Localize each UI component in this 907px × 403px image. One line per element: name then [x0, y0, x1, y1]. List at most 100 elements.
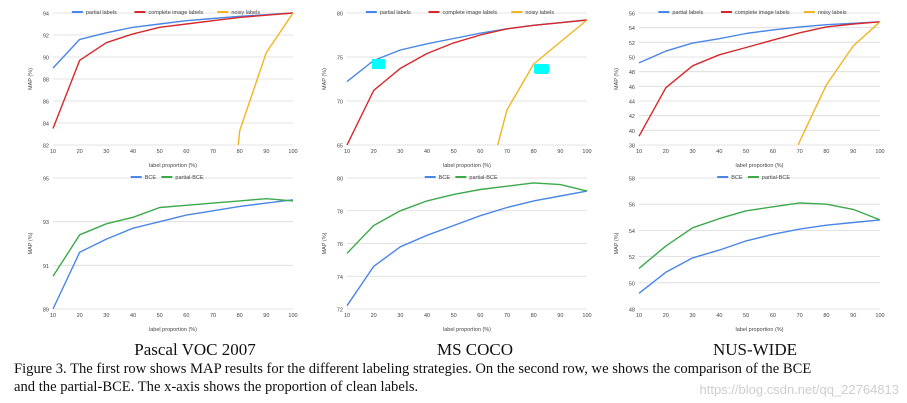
y-tick-label: 54: [629, 229, 635, 235]
x-tick-label: 30: [103, 313, 109, 319]
x-tick-label: 40: [424, 313, 430, 319]
series-line-partial-BCE: [346, 182, 588, 254]
x-tick-label: 20: [663, 313, 669, 319]
y-axis-label: MAP (%): [28, 68, 34, 90]
x-tick-label: 80: [237, 313, 243, 319]
series-line-partial-labels: [52, 12, 294, 69]
x-tick-label: 30: [397, 149, 403, 155]
x-tick-label: 60: [477, 149, 483, 155]
legend-label: BCE: [731, 175, 743, 181]
y-tick-label: 94: [43, 12, 49, 18]
x-axis-label: label proportion (%): [443, 327, 491, 333]
legend-label: noisy labels: [231, 10, 260, 16]
x-tick-label: 10: [50, 313, 56, 319]
x-tick-label: 70: [210, 149, 216, 155]
series-line-noisy-labels: [797, 21, 881, 146]
x-tick-label: 10: [344, 149, 350, 155]
x-tick-label: 40: [716, 313, 722, 319]
x-axis-label: label proportion (%): [149, 163, 197, 169]
x-tick-label: 40: [424, 149, 430, 155]
x-tick-label: 80: [531, 149, 537, 155]
chart-voc-bottom: 89 91 93 95 10 20 30 40 50 60 70 80 90 100 label propo…: [28, 175, 298, 333]
x-axis-label: label proportion (%): [736, 327, 784, 333]
x-tick-label: 30: [103, 149, 109, 155]
legend-label: complete image labels: [442, 10, 497, 16]
y-tick-label: 52: [629, 41, 635, 47]
y-axis-label: MAP (%): [28, 232, 34, 254]
y-tick-label: 95: [43, 177, 49, 183]
legend-label: partial-BCE: [762, 175, 790, 181]
x-tick-label: 90: [263, 149, 269, 155]
x-tick-label: 10: [50, 149, 56, 155]
x-tick-label: 10: [636, 149, 642, 155]
y-tick-label: 86: [43, 100, 49, 106]
x-tick-label: 70: [504, 313, 510, 319]
series-line-partial-BCE: [52, 197, 294, 277]
series-line-complete-image-labels: [638, 21, 881, 137]
x-tick-label: 50: [157, 313, 163, 319]
x-tick-label: 40: [716, 149, 722, 155]
x-tick-label: 70: [210, 313, 216, 319]
y-tick-label: 70: [337, 100, 343, 106]
x-tick-label: 80: [823, 313, 829, 319]
y-axis-label: MAP (%): [614, 68, 620, 90]
series-line-noisy-labels: [497, 19, 588, 146]
x-tick-label: 30: [689, 149, 695, 155]
y-tick-label: 42: [629, 114, 635, 120]
legend-label: partial labels: [86, 10, 117, 16]
legend-label: partial labels: [672, 10, 703, 16]
x-tick-label: 20: [77, 149, 83, 155]
y-tick-label: 48: [629, 70, 635, 76]
y-tick-label: 48: [629, 308, 635, 314]
caption-line-1: Figure 3. The first row shows MAP result…: [14, 361, 812, 377]
x-tick-label: 60: [770, 149, 776, 155]
y-axis-label: MAP (%): [322, 232, 328, 254]
legend-label: partial labels: [380, 10, 411, 16]
x-tick-label: 80: [531, 313, 537, 319]
cyan-annotation-marker: [372, 59, 385, 69]
legend-label: noisy labels: [525, 10, 554, 16]
x-axis-label: label proportion (%): [443, 163, 491, 169]
x-tick-label: 60: [183, 313, 189, 319]
x-tick-label: 90: [263, 313, 269, 319]
x-axis-label: label proportion (%): [736, 163, 784, 169]
legend-label: partial-BCE: [175, 175, 203, 181]
y-tick-label: 50: [629, 281, 635, 287]
y-tick-label: 38: [629, 144, 635, 150]
x-tick-label: 50: [157, 149, 163, 155]
y-tick-label: 54: [629, 26, 635, 32]
y-tick-label: 90: [43, 56, 49, 62]
series-line-BCE: [346, 190, 588, 307]
figure-caption: Figure 3. The first row shows MAP result…: [14, 360, 894, 396]
y-tick-label: 82: [43, 144, 49, 150]
series-line-partial-labels: [638, 21, 881, 64]
y-tick-label: 46: [629, 85, 635, 91]
x-tick-label: 90: [850, 149, 856, 155]
x-tick-label: 90: [850, 313, 856, 319]
x-tick-label: 40: [130, 149, 136, 155]
y-axis-label: MAP (%): [322, 68, 328, 90]
x-tick-label: 60: [477, 313, 483, 319]
y-tick-label: 40: [629, 129, 635, 135]
legend-label: partial-BCE: [469, 175, 497, 181]
series-line-complete-image-labels: [52, 12, 294, 129]
chart-coco-bottom: 72 74 76 78 80 10 20 30 40 50 60 70 80 90 100 label pro…: [322, 175, 592, 333]
x-tick-label: 10: [636, 313, 642, 319]
x-tick-label: 90: [557, 313, 563, 319]
y-tick-label: 56: [629, 12, 635, 18]
legend-label: BCE: [145, 175, 157, 181]
y-tick-label: 52: [629, 255, 635, 261]
caption-line-2: and the partial-BCE. The x-axis shows th…: [14, 379, 419, 395]
y-tick-label: 80: [337, 177, 343, 183]
y-tick-label: 78: [337, 209, 343, 215]
y-tick-label: 91: [43, 264, 49, 270]
y-tick-label: 72: [337, 308, 343, 314]
x-tick-label: 80: [823, 149, 829, 155]
x-tick-label: 70: [797, 313, 803, 319]
x-tick-label: 70: [797, 149, 803, 155]
x-tick-label: 50: [451, 313, 457, 319]
y-tick-label: 58: [629, 177, 635, 183]
x-tick-label: 100: [288, 149, 297, 155]
x-tick-label: 20: [371, 313, 377, 319]
